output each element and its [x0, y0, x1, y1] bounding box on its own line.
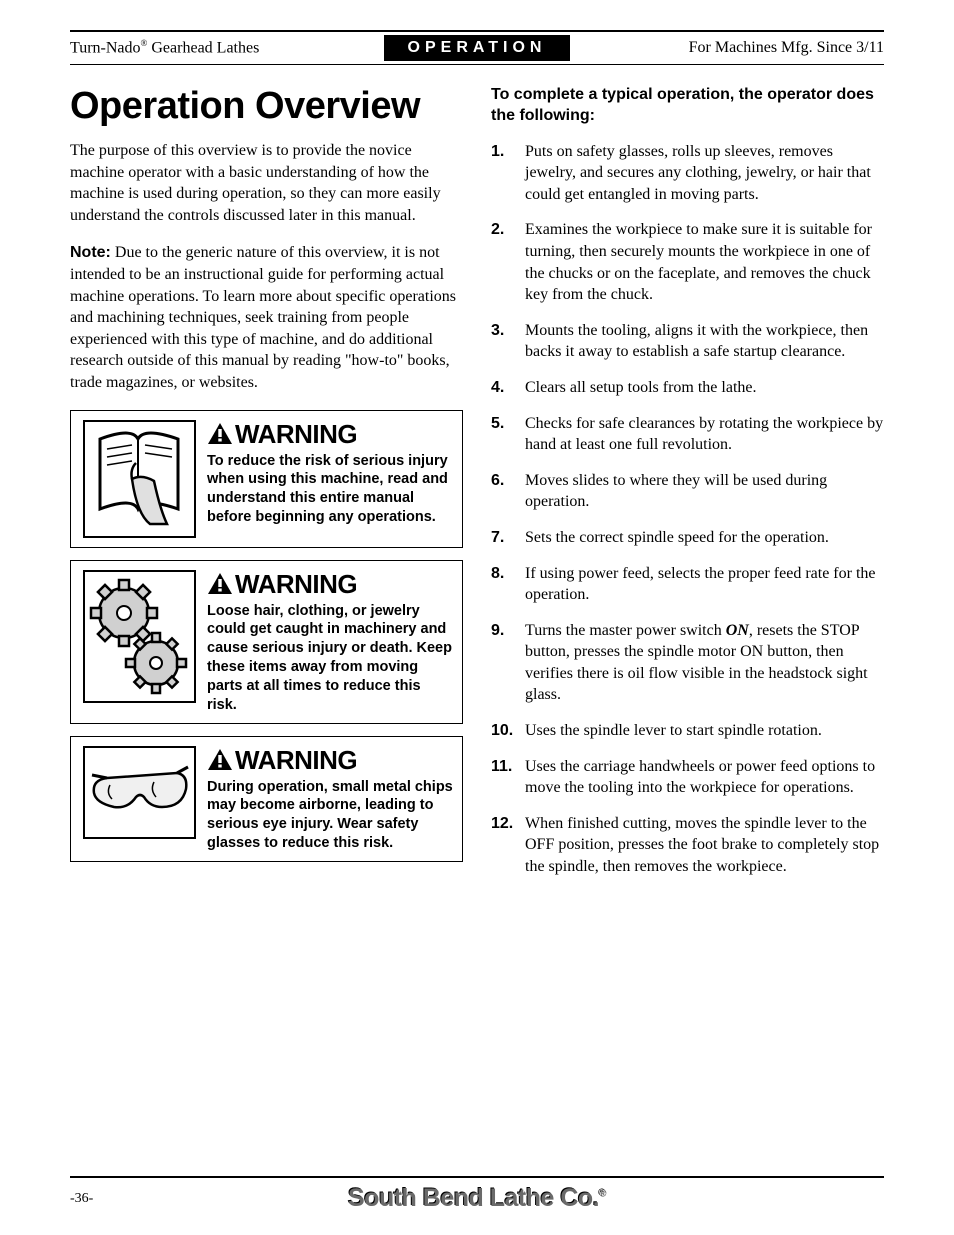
right-column: To complete a typical operation, the ope…: [491, 85, 884, 892]
step-item: 2.Examines the workpiece to make sure it…: [491, 219, 884, 305]
step-text: Sets the correct spindle speed for the o…: [525, 527, 884, 549]
step-text: Moves slides to where they will be used …: [525, 470, 884, 513]
page-header: Turn-Nado® Gearhead Lathes OPERATION For…: [70, 30, 884, 65]
step-text: Uses the spindle lever to start spindle …: [525, 720, 884, 742]
header-section-badge: OPERATION: [384, 35, 571, 61]
header-right: For Machines Mfg. Since 3/11: [570, 39, 884, 57]
gears-icon: [79, 569, 199, 715]
step-item: 7.Sets the correct spindle speed for the…: [491, 527, 884, 549]
step-number: 5.: [491, 413, 525, 456]
step-number: 3.: [491, 320, 525, 363]
warning-heading: WARNING: [207, 419, 454, 450]
page-number: -36-: [70, 1191, 130, 1207]
step-item: 5.Checks for safe clearances by rotating…: [491, 413, 884, 456]
manual-icon: [79, 419, 199, 539]
step-number: 1.: [491, 141, 525, 206]
page-footer: -36- South Bend Lathe Co.®: [70, 1176, 884, 1213]
header-product-suffix: Gearhead Lathes: [147, 40, 259, 57]
step-number: 8.: [491, 563, 525, 606]
step-item: 12.When finished cutting, moves the spin…: [491, 813, 884, 878]
warning-box-gears: WARNING Loose hair, clothing, or jewelry…: [70, 560, 463, 724]
step-text: If using power feed, selects the proper …: [525, 563, 884, 606]
step-number: 12.: [491, 813, 525, 878]
warning-body: To reduce the risk of serious injury whe…: [207, 452, 454, 527]
warning-text-cell: WARNING Loose hair, clothing, or jewelry…: [207, 569, 454, 715]
step-item: 8.If using power feed, selects the prope…: [491, 563, 884, 606]
step-number: 10.: [491, 720, 525, 742]
step9-on: ON: [726, 622, 749, 639]
step-text: Uses the carriage handwheels or power fe…: [525, 756, 884, 799]
step-text: Examines the workpiece to make sure it i…: [525, 219, 884, 305]
step-number: 6.: [491, 470, 525, 513]
header-product-name: Turn-Nado: [70, 40, 141, 57]
warning-heading: WARNING: [207, 569, 454, 600]
step-text: When finished cutting, moves the spindle…: [525, 813, 884, 878]
warning-triangle-icon: [207, 422, 233, 446]
warning-triangle-icon: [207, 748, 233, 772]
note-body: Due to the generic nature of this overvi…: [70, 244, 456, 391]
header-left: Turn-Nado® Gearhead Lathes: [70, 38, 384, 57]
warning-label: WARNING: [235, 569, 357, 600]
step-item: 1.Puts on safety glasses, rolls up sleev…: [491, 141, 884, 206]
left-column: Operation Overview The purpose of this o…: [70, 85, 463, 892]
step-number: 9.: [491, 620, 525, 706]
note-label: Note:: [70, 244, 111, 261]
warning-heading: WARNING: [207, 745, 454, 776]
step-text: Clears all setup tools from the lathe.: [525, 377, 884, 399]
steps-heading: To complete a typical operation, the ope…: [491, 85, 884, 127]
footer-brand: South Bend Lathe Co.®: [130, 1184, 824, 1213]
intro-paragraph-2: Note: Due to the generic nature of this …: [70, 242, 463, 393]
warning-body: Loose hair, clothing, or jewelry could g…: [207, 602, 454, 715]
registered-mark: ®: [599, 1189, 606, 1200]
warning-text-cell: WARNING To reduce the risk of serious in…: [207, 419, 454, 539]
warning-triangle-icon: [207, 572, 233, 596]
step-item: 10.Uses the spindle lever to start spind…: [491, 720, 884, 742]
step-text: Checks for safe clearances by rotating t…: [525, 413, 884, 456]
intro-paragraph-1: The purpose of this overview is to provi…: [70, 140, 463, 226]
warning-body: During operation, small metal chips may …: [207, 778, 454, 853]
step-item: 6.Moves slides to where they will be use…: [491, 470, 884, 513]
step-text: Turns the master power switch ON, resets…: [525, 620, 884, 706]
safety-glasses-icon: [79, 745, 199, 853]
step-number: 4.: [491, 377, 525, 399]
content-columns: Operation Overview The purpose of this o…: [70, 85, 884, 892]
step9-pre: Turns the master power switch: [525, 622, 726, 639]
step-number: 11.: [491, 756, 525, 799]
operation-steps: 1.Puts on safety glasses, rolls up sleev…: [491, 141, 884, 878]
warning-box-manual: WARNING To reduce the risk of serious in…: [70, 410, 463, 548]
step-number: 2.: [491, 219, 525, 305]
footer-brand-text: South Bend Lathe Co.: [348, 1184, 599, 1212]
page-title: Operation Overview: [70, 85, 463, 128]
step-item: 4.Clears all setup tools from the lathe.: [491, 377, 884, 399]
step-item: 3.Mounts the tooling, aligns it with the…: [491, 320, 884, 363]
step-item: 9.Turns the master power switch ON, rese…: [491, 620, 884, 706]
step-item: 11.Uses the carriage handwheels or power…: [491, 756, 884, 799]
warning-label: WARNING: [235, 745, 357, 776]
warning-label: WARNING: [235, 419, 357, 450]
warning-box-glasses: WARNING During operation, small metal ch…: [70, 736, 463, 862]
step-text: Mounts the tooling, aligns it with the w…: [525, 320, 884, 363]
step-text: Puts on safety glasses, rolls up sleeves…: [525, 141, 884, 206]
step-number: 7.: [491, 527, 525, 549]
warning-text-cell: WARNING During operation, small metal ch…: [207, 745, 454, 853]
